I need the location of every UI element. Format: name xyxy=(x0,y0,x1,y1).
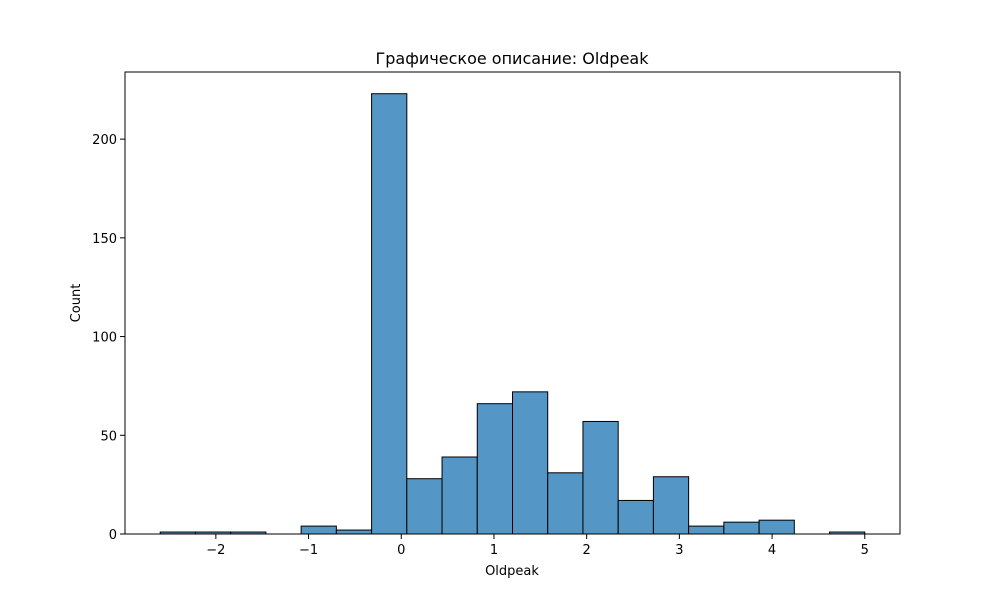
histogram-bar xyxy=(406,478,443,535)
histogram-bar xyxy=(688,525,725,535)
histogram-bar xyxy=(547,472,584,535)
histogram-bar xyxy=(723,521,760,535)
plot-frame xyxy=(124,71,901,535)
x-tick-label: 3 xyxy=(675,543,683,558)
x-tick-label: 5 xyxy=(861,543,869,558)
histogram-bar xyxy=(512,391,549,535)
x-axis-ticks: −2 −1 0 1 2 3 4 5 xyxy=(206,534,869,558)
histogram-bar xyxy=(371,93,408,535)
y-tick-label: 200 xyxy=(92,133,117,148)
x-axis-label: Oldpeak xyxy=(485,564,539,579)
y-tick-label: 0 xyxy=(109,528,117,543)
histogram-bar xyxy=(476,403,514,535)
histogram-bar xyxy=(300,525,337,535)
histogram-bar xyxy=(652,476,690,535)
x-tick-label: −2 xyxy=(206,543,225,558)
histogram-bar xyxy=(617,499,654,535)
histogram-bar xyxy=(441,456,478,535)
x-tick-label: 0 xyxy=(397,543,405,558)
histogram-bar xyxy=(335,529,373,535)
x-tick-label: 2 xyxy=(583,543,591,558)
x-tick-label: −1 xyxy=(299,543,318,558)
y-axis-label: Count xyxy=(69,284,84,323)
y-tick-label: 50 xyxy=(100,429,117,444)
y-tick-label: 150 xyxy=(92,232,117,247)
bars-group xyxy=(159,93,866,535)
y-tick-label: 100 xyxy=(92,331,117,346)
chart-title: Графическое описание: Oldpeak xyxy=(376,49,650,68)
y-axis-ticks: 0 50 100 150 200 xyxy=(92,133,125,543)
x-tick-label: 4 xyxy=(768,543,776,558)
histogram-bar xyxy=(582,420,619,535)
x-tick-label: 1 xyxy=(490,543,498,558)
histogram-bar xyxy=(758,519,795,535)
